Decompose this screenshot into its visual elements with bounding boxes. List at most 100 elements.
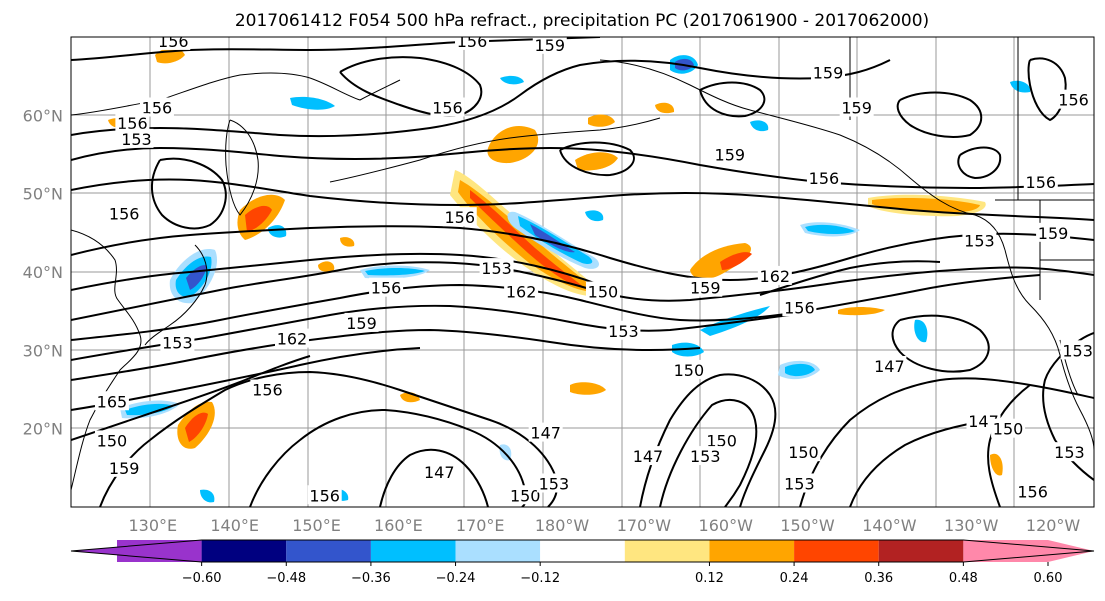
contour-label: 162 [506, 283, 537, 302]
contour-label-background [606, 320, 641, 340]
latitude-tick-label: 30°N [23, 341, 63, 360]
contour-label-background [811, 62, 846, 82]
longitude-tick-label: 170°E [456, 516, 505, 535]
contour-label: 156 [252, 381, 283, 400]
colorbar-tick-label: −0.48 [266, 571, 306, 586]
contour-label-background [1015, 481, 1050, 501]
contour-label: 156 [1058, 91, 1089, 110]
contour-label: 159 [534, 36, 565, 55]
contour-label-background [422, 461, 457, 481]
colorbar: −0.60 −0.48 −0.36 −0.24 −0.12 0.12 0.24 0.36 0.4… [70, 539, 1095, 586]
contour-label: 153 [690, 447, 721, 466]
contour-label: 156 [371, 279, 402, 298]
contour-label-background [119, 128, 154, 148]
contour-label: 153 [162, 334, 193, 353]
contour-label-background [585, 281, 620, 301]
negative-anomaly-patch [914, 319, 928, 343]
contour-line [659, 399, 758, 507]
contour-label: 165 [97, 392, 128, 411]
positive-anomaly-patch [720, 252, 752, 270]
contour-label: 156 [109, 204, 140, 223]
contour-label: 156 [142, 99, 173, 118]
negative-anomaly-patch [268, 225, 287, 238]
contour-line [639, 373, 777, 507]
contour-label: 153 [1054, 443, 1085, 462]
colorbar-band [878, 540, 964, 562]
contour-label: 156 [809, 169, 840, 188]
contour-label: 159 [1038, 224, 1069, 243]
contour-label-background [455, 37, 490, 50]
colorbar-band [286, 540, 371, 562]
contour-label-background [786, 442, 821, 462]
positive-anomaly-patch [588, 114, 615, 127]
refractivity-contours [71, 37, 1094, 507]
contour-line [891, 314, 990, 373]
contour-label-background [872, 356, 907, 375]
contour-label-background [94, 391, 129, 411]
longitude-tick-label: 140°W [862, 516, 917, 535]
positive-anomaly-patch [318, 261, 335, 272]
contour-label: 153 [964, 232, 995, 251]
negative-anomaly-patch [290, 96, 335, 110]
negative-anomaly-patch [805, 224, 855, 234]
contour-label: 162 [760, 267, 791, 286]
contour-label: 156 [457, 32, 488, 51]
colorbar-tick-label: −0.12 [520, 571, 560, 586]
positive-anomaly-patch [245, 205, 272, 232]
colorbar-band [540, 540, 625, 562]
coastline-east-asia [71, 229, 142, 491]
colorbar-tick-label: 0.60 [1034, 571, 1063, 586]
colorbar-tick-label: −0.24 [436, 571, 476, 586]
map-plot-area: 156 156 159 159 159 156 156 156 153 159 156 156 156 1… [71, 32, 1094, 507]
negative-anomaly-patch [365, 268, 425, 276]
contour-line [379, 448, 489, 507]
longitude-tick-label: 120°W [1026, 516, 1081, 535]
contour-label: 150 [706, 431, 737, 450]
contour-label-background [250, 379, 285, 399]
contour-line [799, 377, 1094, 507]
latitude-tick-label: 50°N [23, 185, 63, 204]
positive-anomaly-patch [575, 152, 618, 171]
negative-anomaly-patch [1010, 80, 1031, 93]
latitude-axis-labels: 20°N 30°N 40°N 50°N 60°N [23, 106, 63, 438]
contour-line [699, 81, 766, 118]
negative-anomaly-patch [750, 120, 769, 132]
positive-anomaly-patch [838, 307, 885, 316]
contour-label-background [115, 113, 150, 133]
contour-label-background [991, 418, 1026, 438]
contour-line [896, 91, 983, 138]
contour-label-background [274, 328, 309, 348]
contour-label-background [630, 446, 665, 466]
colorbar-tick-label: −0.36 [351, 571, 391, 586]
contour-label-background [782, 473, 817, 493]
contour-label-background [757, 265, 792, 285]
colorbar-tick-label: 0.12 [695, 571, 724, 586]
latitude-tick-label: 40°N [23, 263, 63, 282]
longitude-tick-label: 140°E [210, 516, 259, 535]
longitude-tick-label: 160°E [374, 516, 423, 535]
colorbar-extend-max [1048, 540, 1094, 562]
contour-line [957, 146, 1002, 180]
contour-label: 159 [346, 314, 377, 333]
colorbar-band [370, 540, 456, 562]
contour-label-background [532, 37, 567, 54]
longitude-tick-label: 160°W [699, 516, 754, 535]
contour-label: 153 [539, 475, 570, 494]
contour-label: 147 [530, 424, 561, 443]
colorbar-tick-label: 0.24 [780, 571, 809, 586]
contour-label-background [782, 297, 817, 317]
contour-label: 156 [158, 32, 189, 51]
longitude-tick-label: 180°W [535, 516, 590, 535]
contour-label-background [160, 332, 195, 352]
longitude-tick-label: 150°E [292, 516, 341, 535]
contour-label-background [1023, 171, 1058, 191]
contour-line [99, 370, 558, 507]
longitude-axis-labels: 130°E 140°E 150°E 160°E 170°E 180°W 170°W 160°W… [129, 516, 1081, 535]
contour-label-background [504, 281, 539, 301]
contour-label: 153 [608, 322, 639, 341]
contour-line [559, 141, 635, 177]
contour-label-background [139, 97, 174, 117]
contour-label: 159 [690, 279, 721, 298]
contour-label-background [1056, 89, 1091, 109]
